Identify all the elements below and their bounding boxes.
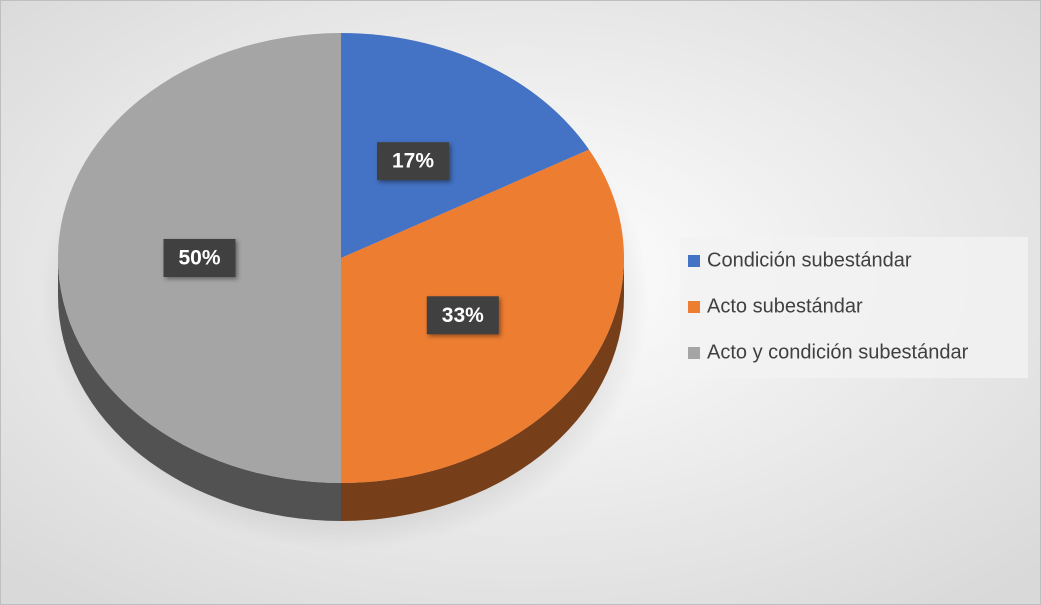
legend-swatch bbox=[688, 255, 700, 267]
legend: Condición subestándar Acto subestándar Act… bbox=[688, 249, 969, 363]
legend-label: Acto y condición subestándar bbox=[707, 341, 969, 363]
slice bbox=[341, 33, 589, 258]
data-label: 33% bbox=[442, 304, 484, 327]
data-label-box bbox=[377, 142, 450, 181]
data-label-box bbox=[426, 296, 499, 335]
legend-label: Condición subestándar bbox=[707, 249, 912, 271]
slice-side bbox=[58, 258, 341, 521]
data-label-box bbox=[163, 239, 236, 277]
legend-swatch bbox=[688, 347, 700, 359]
legend-label: Acto subestándar bbox=[707, 295, 863, 317]
legend-swatch bbox=[688, 301, 700, 313]
data-label: 50% bbox=[178, 247, 220, 270]
legend-box bbox=[680, 237, 1028, 378]
data-label: 17% bbox=[392, 150, 434, 173]
slice-side bbox=[341, 258, 624, 521]
pie: 17% 33% 50% bbox=[58, 33, 625, 521]
